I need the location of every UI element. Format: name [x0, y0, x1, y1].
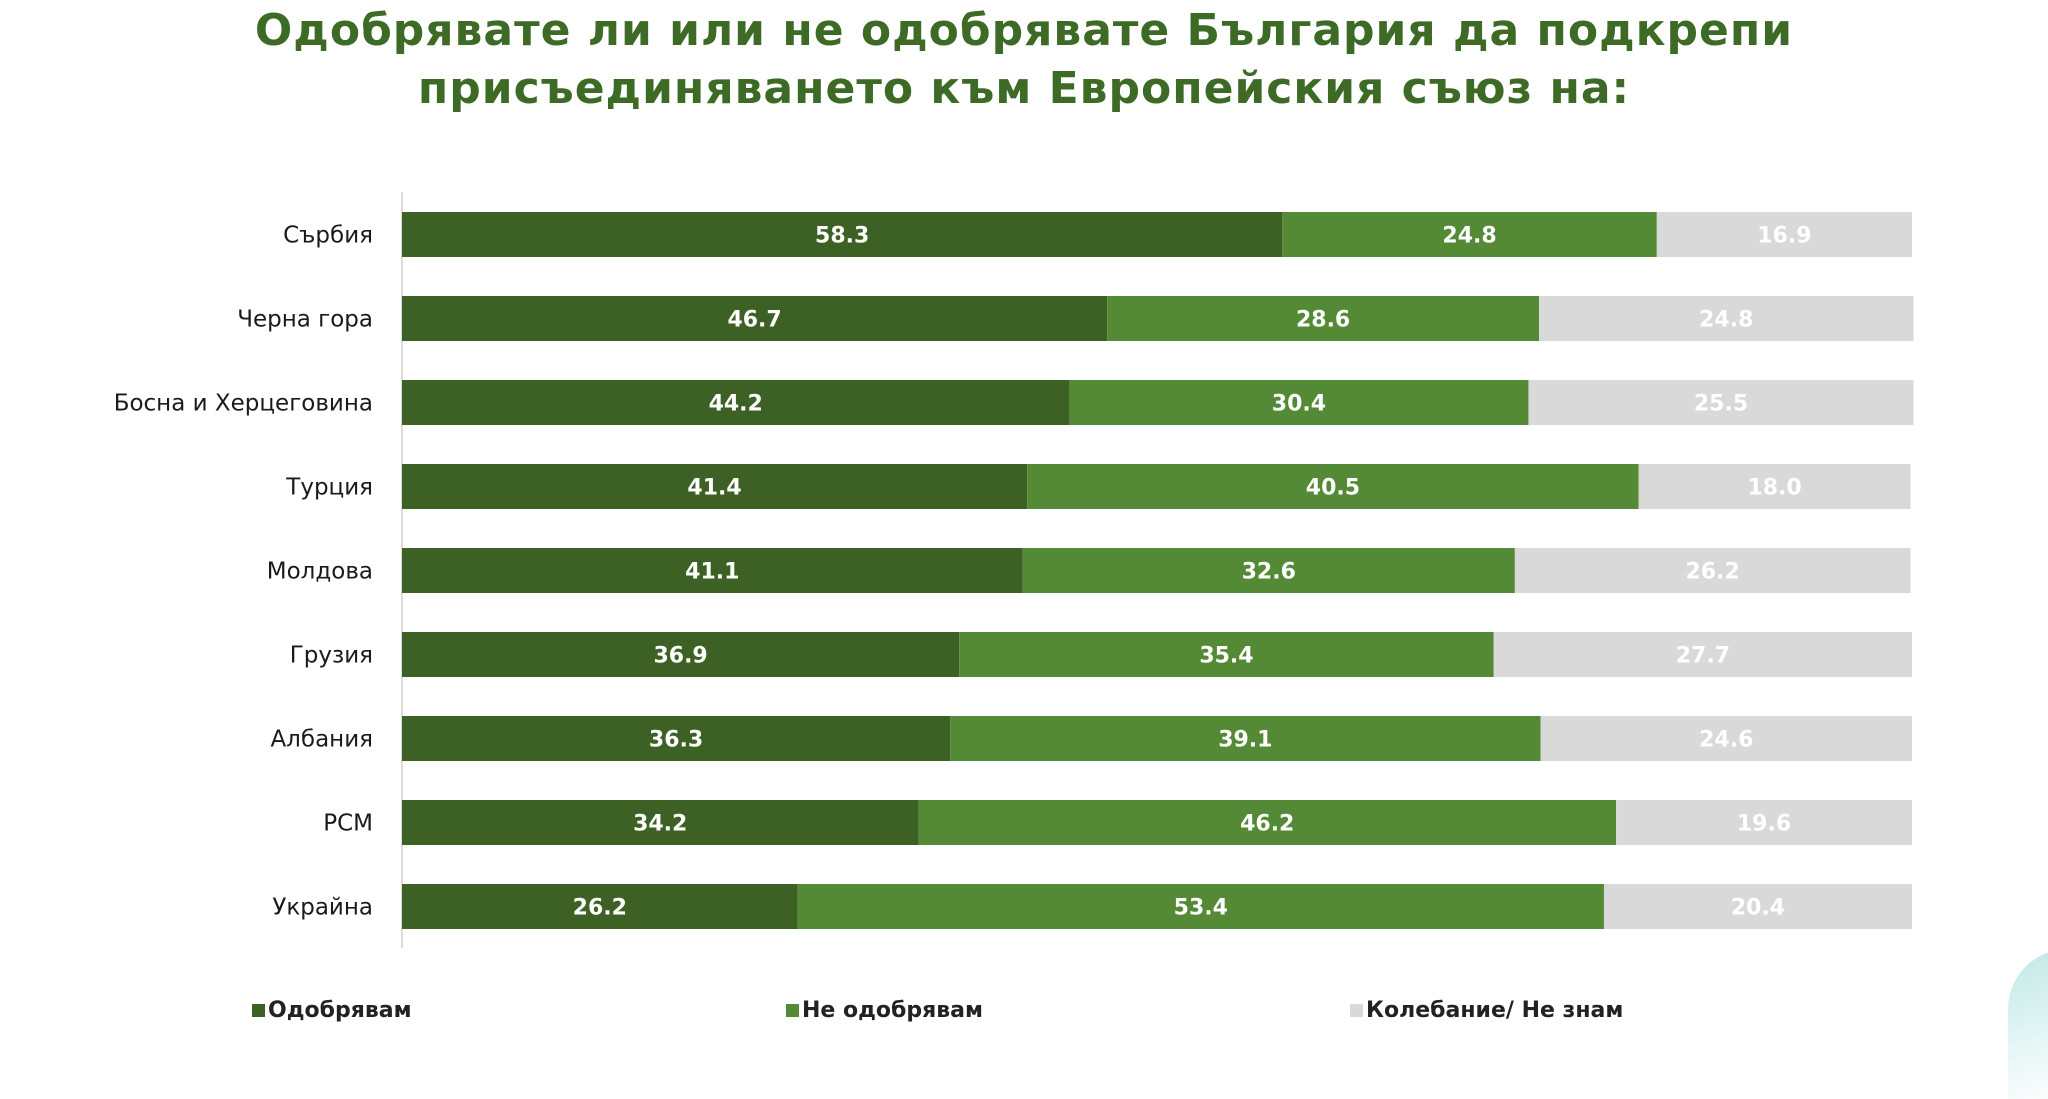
- data-label: 44.2: [709, 392, 763, 417]
- category-label: Сърбия: [283, 223, 373, 249]
- legend-swatch: [1350, 1004, 1363, 1017]
- bar-segment: [1493, 632, 1912, 677]
- bar-segment: [797, 884, 1604, 929]
- data-label: 19.6: [1737, 812, 1791, 837]
- data-label: 25.5: [1694, 392, 1748, 417]
- data-label: 53.4: [1174, 896, 1228, 921]
- data-label: 32.6: [1242, 560, 1296, 585]
- data-label: 24.6: [1699, 728, 1753, 753]
- stacked-bar-chart: Сърбия 58.3 24.8 16.9 Черна гора 46.7 28.6 24.8…: [114, 192, 1914, 948]
- data-label: 26.2: [573, 896, 627, 921]
- bar-segment: [1069, 380, 1529, 425]
- bar-segment: [402, 884, 798, 929]
- legend-item: Колебание/ Не знам: [1350, 998, 1623, 1023]
- bar-segment: [1027, 464, 1639, 509]
- legend-item: Не одобрявам: [786, 998, 983, 1023]
- legend-swatch: [252, 1004, 265, 1017]
- legend-swatch: [786, 1004, 799, 1017]
- bar-segment: [402, 212, 1283, 257]
- data-label: 40.5: [1306, 476, 1360, 501]
- category-label: Турция: [285, 475, 373, 501]
- data-label: 58.3: [815, 224, 869, 249]
- chart-title-text: Одобрявате ли или не одобрявате България…: [254, 5, 1794, 114]
- legend-item: Одобрявам: [252, 998, 412, 1023]
- bar-segment: [402, 380, 1070, 425]
- data-label: 24.8: [1442, 224, 1496, 249]
- bar-segment: [1282, 212, 1657, 257]
- bar-segment: [1539, 296, 1914, 341]
- bar-segment: [959, 632, 1494, 677]
- data-label: 36.9: [653, 644, 707, 669]
- bar-segment: [1514, 548, 1911, 593]
- chart-title: Одобрявате ли или не одобрявате България…: [0, 2, 2048, 118]
- legend-label: Не одобрявам: [802, 998, 983, 1023]
- bar-segment: [1022, 548, 1515, 593]
- bar-segment: [1603, 884, 1912, 929]
- category-label: Украйна: [272, 895, 373, 921]
- data-label: 41.1: [685, 560, 739, 585]
- bar-segment: [402, 716, 951, 761]
- data-label: 39.1: [1218, 728, 1272, 753]
- data-label: 24.8: [1699, 308, 1753, 333]
- bar-segment: [402, 464, 1028, 509]
- bar-segment: [402, 800, 919, 845]
- data-label: 46.2: [1240, 812, 1294, 837]
- category-label: Грузия: [290, 643, 373, 669]
- bar-segment: [918, 800, 1617, 845]
- data-label: 27.7: [1676, 644, 1730, 669]
- data-label: 35.4: [1199, 644, 1253, 669]
- bar-segment: [402, 632, 960, 677]
- bar-segment: [1540, 716, 1912, 761]
- data-label: 46.7: [727, 308, 781, 333]
- bar-segment: [1107, 296, 1540, 341]
- data-label: 41.4: [687, 476, 741, 501]
- bar-segment: [950, 716, 1541, 761]
- bar-segment: [402, 548, 1023, 593]
- bar-segment: [1528, 380, 1914, 425]
- data-label: 34.2: [633, 812, 687, 837]
- bar-segment: [1638, 464, 1911, 509]
- category-label: РСМ: [323, 811, 373, 837]
- chart-legend: Одобрявам Не одобрявам Колебание/ Не знам: [0, 998, 2048, 1032]
- data-label: 20.4: [1731, 896, 1785, 921]
- data-label: 18.0: [1747, 476, 1801, 501]
- category-label: Черна гора: [237, 307, 373, 333]
- bar-segment: [1616, 800, 1912, 845]
- bar-segment: [402, 296, 1108, 341]
- legend-label: Одобрявам: [268, 998, 412, 1023]
- data-label: 26.2: [1686, 560, 1740, 585]
- category-label: Албания: [270, 727, 373, 753]
- data-label: 36.3: [649, 728, 703, 753]
- category-label: Босна и Херцеговина: [114, 391, 373, 417]
- legend-label: Колебание/ Не знам: [1366, 998, 1624, 1023]
- data-label: 28.6: [1296, 308, 1350, 333]
- data-label: 16.9: [1757, 224, 1811, 249]
- category-label: Молдова: [267, 559, 373, 585]
- data-label: 30.4: [1272, 392, 1326, 417]
- bar-segment: [1656, 212, 1912, 257]
